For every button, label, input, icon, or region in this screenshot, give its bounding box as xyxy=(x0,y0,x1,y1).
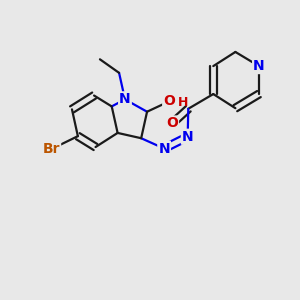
Text: Br: Br xyxy=(43,142,60,156)
Text: N: N xyxy=(119,92,131,106)
Text: O: O xyxy=(163,94,175,108)
Text: N: N xyxy=(182,130,194,144)
Text: H: H xyxy=(178,96,188,110)
Text: N: N xyxy=(253,59,265,73)
Text: O: O xyxy=(166,116,178,130)
Text: N: N xyxy=(158,142,170,155)
